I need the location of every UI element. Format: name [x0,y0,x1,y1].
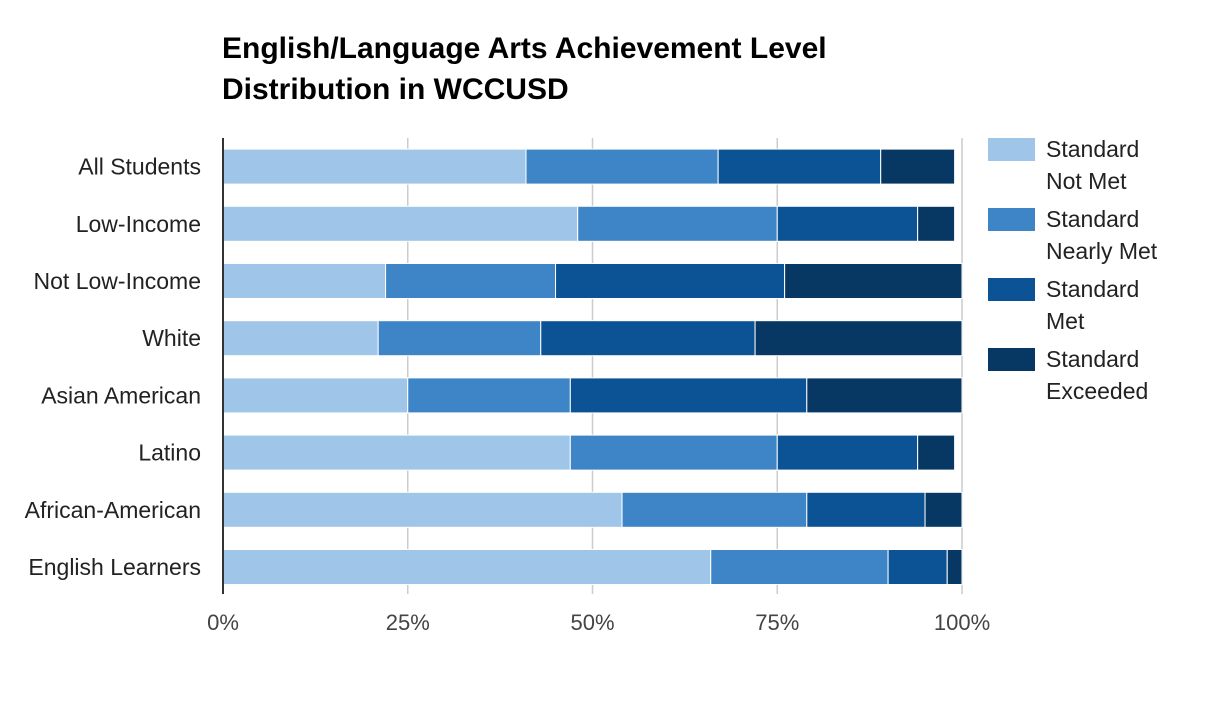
x-tick-label: 75% [755,610,799,635]
category-label: White [142,325,201,351]
bar-segment [917,434,956,471]
bar-segment [222,377,409,414]
category-label: English Learners [28,554,201,580]
bar-segment [222,549,712,585]
legend-label: Standard Nearly Met [1046,206,1158,264]
bar-segment [555,263,786,299]
category-label: Not Low-Income [34,268,201,294]
category-label: African-American [25,497,201,523]
legend-label: Standard Exceeded [1046,346,1148,404]
bar-segment [540,320,756,357]
bar-segment [569,434,778,471]
bar-segment [784,263,963,299]
legend-label-line: Exceeded [1046,378,1148,404]
legend-label-line: Standard [1046,346,1139,372]
legend-label: Standard Met [1046,276,1139,334]
category-label: Low-Income [76,211,201,237]
legend-label-line: Met [1046,308,1085,334]
x-axis-ticks: 0% 25% 50% 75% 100% [207,610,990,635]
bar-segment [880,148,956,185]
legend-label-line: Standard [1046,276,1139,302]
bar-segment [776,205,919,242]
legend-label-line: Standard [1046,206,1139,232]
bar-segment [377,320,542,357]
legend-swatch [988,208,1035,231]
legend-swatch [988,278,1035,301]
category-label: Asian American [41,382,201,408]
x-tick-label: 0% [207,610,239,635]
legend-label-line: Standard [1046,136,1139,162]
bar-segment [806,377,963,414]
bar-segment [776,434,919,471]
legend-label-line: Nearly Met [1046,238,1158,264]
bar-segment [222,263,387,299]
chart-title-line-2: Distribution in WCCUSD [222,73,569,106]
bar-segment [806,491,926,528]
bar-segment [577,205,778,242]
legend-swatch [988,138,1035,161]
x-tick-label: 50% [570,610,614,635]
bar-segment [222,434,571,471]
bar-segment [717,148,882,185]
bar-segment [222,148,527,185]
bar-segment [917,205,956,242]
bar-segment [385,263,557,299]
x-tick-label: 25% [386,610,430,635]
legend-swatch [988,348,1035,371]
chart-title: English/Language Arts Achievement Level … [222,32,827,106]
chart-title-line-1: English/Language Arts Achievement Level [222,32,827,65]
bar-segment [946,549,963,585]
legend-label: Standard Not Met [1046,136,1139,194]
bar-segment [754,320,963,357]
bar-segment [222,491,623,528]
bar-segment [569,377,808,414]
legend-label-line: Not Met [1046,168,1127,194]
bar-segment [525,148,719,185]
bars [222,148,963,585]
bar-segment [924,491,963,528]
category-label: Latino [138,440,201,466]
bar-segment [621,491,808,528]
category-labels: All Students Low-Income Not Low-Income Whit… [25,154,201,580]
bar-segment [222,320,379,357]
x-tick-label: 100% [934,610,990,635]
bar-segment [710,549,889,585]
bar-segment [887,549,948,585]
bar-segment [407,377,571,414]
bar-segment [222,205,579,242]
category-label: All Students [78,154,201,180]
